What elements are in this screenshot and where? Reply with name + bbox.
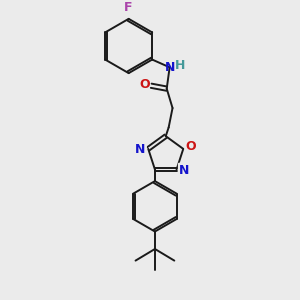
Text: N: N	[135, 143, 146, 156]
Text: F: F	[124, 1, 132, 14]
Text: H: H	[175, 59, 185, 72]
Text: N: N	[164, 61, 175, 74]
Text: N: N	[179, 164, 190, 177]
Text: O: O	[186, 140, 196, 153]
Text: O: O	[139, 78, 150, 91]
